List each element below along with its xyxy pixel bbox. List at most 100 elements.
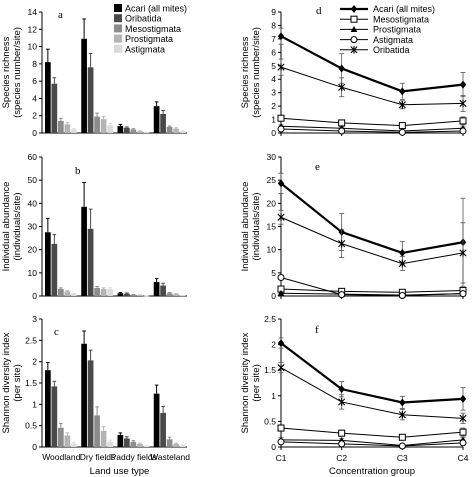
panel-e-y-axis-label-line: Individual abundance	[240, 182, 251, 272]
panel-e-letter: e	[315, 161, 320, 173]
panel-f-x-tick-label: C2	[336, 453, 347, 463]
panel-f-series-marker	[277, 339, 285, 348]
panel-b-bar	[94, 287, 100, 296]
panel-b-bar	[117, 293, 124, 296]
panel-c-bar	[153, 393, 160, 447]
panel-c-y-tick-label: 1.5	[25, 378, 37, 388]
panel-c-bar	[94, 415, 100, 447]
panel-e-series-marker	[398, 292, 406, 300]
panel-c-bar	[51, 386, 58, 447]
panel-b-bar	[64, 291, 71, 296]
legend-d-label: Astigmata	[373, 35, 413, 45]
panel-f-series-marker	[338, 429, 346, 437]
panel-d-y-axis-label-line: Species richness	[240, 36, 251, 108]
panel-b-y-axis-label-line: (individuals/site)	[12, 192, 23, 260]
legend-d-marker	[350, 46, 358, 54]
panel-a-bar	[130, 129, 137, 133]
panel-a-bar	[81, 38, 87, 133]
panel-f-series-marker	[399, 398, 406, 407]
panel-c-bar	[173, 444, 179, 447]
panel-d-series-marker	[277, 63, 285, 71]
panel-d-series-line	[280, 128, 464, 133]
panel-e-series-marker	[338, 291, 346, 299]
legend-d-label: Mesostigmata	[373, 14, 429, 24]
panel-c-bar	[81, 343, 87, 447]
legend-d-marker	[350, 26, 358, 32]
panel-b-bar	[124, 293, 130, 296]
panel-f-series-marker	[459, 394, 467, 403]
panel-f-series-marker	[277, 438, 285, 446]
panel-f-series-line	[280, 342, 464, 404]
panel-d-y-tick-label: 2	[271, 101, 276, 111]
panel-f-series-marker	[338, 385, 345, 394]
panel-f-series-line	[280, 441, 464, 447]
panel-b-y-axis-label: Individual abundance(individuals/site)	[1, 182, 23, 272]
panel-e-y-tick-label: 20	[267, 198, 277, 208]
panel-a-bar	[166, 126, 173, 133]
panel-c-x-tick-label: Dry fields	[80, 452, 115, 462]
panel-b-bar	[100, 289, 107, 296]
panel-f-x-tick-label: C3	[397, 453, 408, 463]
legend-a-swatch	[114, 44, 122, 53]
panel-a-bar	[87, 67, 94, 133]
panel-c-y-axis-label: Shannon diversity index(per site)	[1, 332, 23, 433]
panel-c-bar	[100, 430, 107, 447]
panel-a-letter: a	[58, 9, 63, 21]
panel-a-y-axis-label: Species richness(species number/site)	[1, 27, 23, 118]
panel-e-series-marker	[398, 259, 406, 268]
panel-f-x-tick-label: C1	[276, 453, 287, 463]
panel-f-series-marker	[398, 433, 406, 441]
panel-a-y-axis-label-line: (species number/site)	[12, 27, 23, 118]
panel-c-bar	[160, 412, 166, 447]
legend-a-swatch	[114, 34, 122, 43]
legend-a-label: Prostigmata	[125, 34, 173, 44]
legend-d-label: Prostigmata	[373, 25, 421, 35]
panel-d-series-line	[280, 117, 464, 127]
panel-b-y-tick-label: 0	[32, 291, 37, 301]
panel-d-series-line	[280, 125, 464, 132]
legend-d-label: Acari (all mites)	[373, 4, 435, 14]
legend-d-label: Oribatida	[373, 45, 410, 55]
panel-a-y-axis-label-line: Species richness	[1, 36, 12, 108]
panel-d-y-tick-label: 1	[271, 115, 276, 125]
panel-a-bar	[94, 116, 100, 133]
panel-a-bar	[117, 126, 124, 133]
panel-a-bar	[153, 106, 160, 133]
panel-f-series-marker	[398, 442, 406, 450]
panel-e-series-marker	[459, 249, 467, 257]
panel-a-y-tick-label: 0	[32, 128, 37, 138]
panel-f-x-tick-label: C4	[458, 453, 469, 463]
panel-c-bar	[166, 439, 173, 447]
panel-f-y-tick-label: 2.5	[264, 314, 276, 324]
panel-f-y-tick-label: 1.5	[264, 365, 276, 375]
panel-b-bar	[130, 294, 137, 296]
panel-f-series-marker	[338, 398, 346, 406]
panel-b-y-tick-label: 60	[28, 152, 38, 162]
legend-a-label: Acari (all mites)	[125, 4, 187, 14]
panel-a-bar	[160, 113, 166, 133]
panel-c-y-tick-label: 0	[32, 442, 37, 452]
panel-b-y-tick-label: 10	[28, 268, 38, 278]
legend-d-marker	[350, 5, 358, 13]
panel-a-bar	[64, 124, 71, 133]
panel-b-bar	[153, 282, 160, 296]
panel-e-series-line	[280, 216, 464, 265]
panel-e-series-marker	[459, 290, 467, 298]
panel-e-series-marker	[277, 273, 285, 281]
legend-a-label: Oribatida	[125, 14, 162, 24]
panel-f-series-line	[280, 427, 464, 438]
panel-e-series-line	[280, 276, 464, 297]
panel-a-bar	[137, 131, 143, 133]
panel-c-y-axis-label-line: (per site)	[12, 364, 23, 401]
panel-a-bar	[100, 119, 107, 133]
panel-d-y-tick-label: 5	[271, 61, 276, 71]
panel-c-y-tick-label: 0.5	[25, 421, 37, 431]
panel-c-x-axis-label: Land use type	[90, 466, 150, 477]
panel-a-y-tick-label: 4	[32, 93, 37, 103]
panel-d-y-tick-label: 6	[271, 47, 276, 57]
panel-c-bar	[71, 443, 77, 447]
panel-c-bar	[124, 438, 130, 447]
panel-b-y-tick-label: 30	[28, 222, 38, 232]
panel-d-series-marker	[338, 83, 346, 92]
